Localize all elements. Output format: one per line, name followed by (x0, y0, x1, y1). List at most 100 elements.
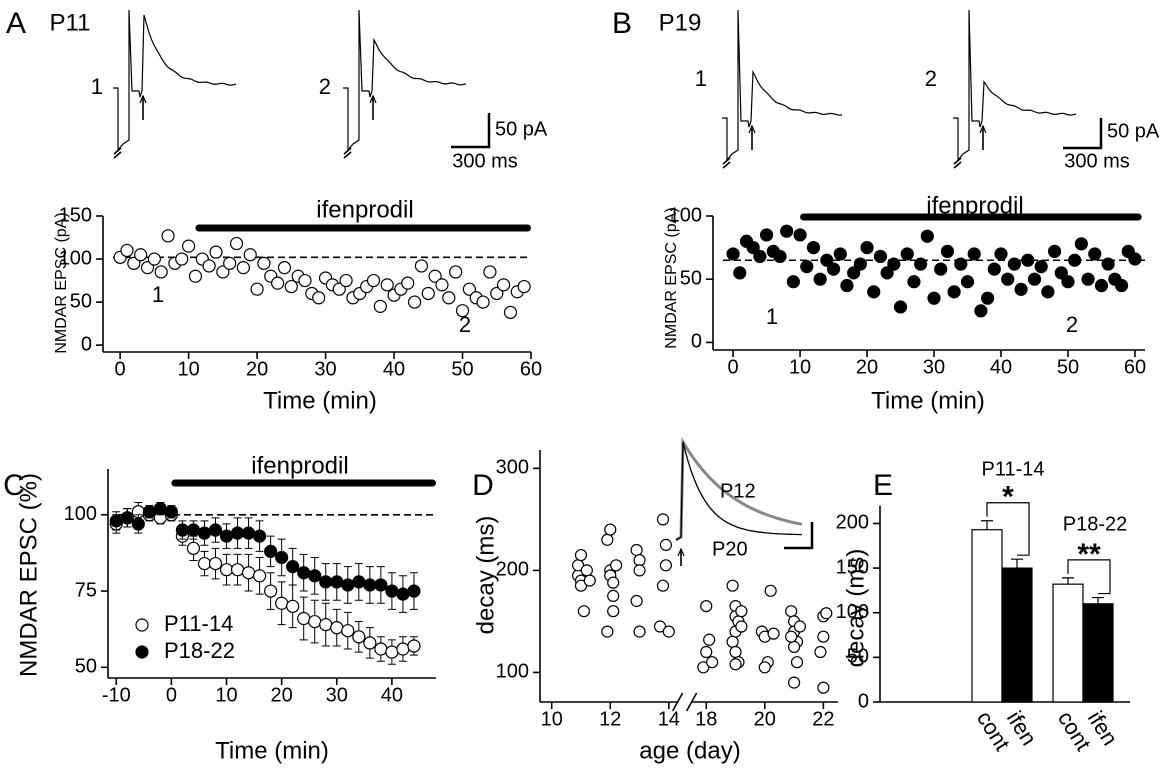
data-point (787, 676, 801, 689)
data-point (153, 502, 167, 516)
data-point (900, 247, 914, 261)
category-label: cont (1053, 706, 1096, 755)
y-axis-label: NMDAR EPSC (pA) (53, 212, 70, 353)
category-label: cont (972, 706, 1015, 755)
data-point (517, 279, 531, 294)
y-tick-label: 100 (669, 204, 702, 226)
data-point (407, 584, 421, 598)
x-tick-label: 22 (812, 708, 834, 730)
panel-title: P19 (659, 9, 702, 36)
y-tick-label: 100 (496, 661, 529, 683)
data-point (820, 253, 834, 267)
data-point (175, 523, 190, 537)
data-point (229, 236, 244, 251)
y-axis-label: decay (ms) (472, 516, 499, 635)
data-point (790, 656, 804, 669)
data-point (476, 295, 490, 309)
data-point (252, 529, 267, 543)
y-axis-label: decay (ms) (842, 549, 869, 668)
x-tick-label: 40 (990, 356, 1012, 378)
arrow-head (677, 547, 685, 557)
data-point (735, 605, 748, 618)
data-point (785, 605, 798, 618)
data-point (175, 252, 189, 266)
data-point (154, 265, 168, 279)
data-point (219, 563, 234, 577)
data-point (733, 266, 747, 280)
data-point (341, 624, 355, 638)
data-point (659, 538, 672, 551)
data-point (241, 526, 256, 540)
data-point (729, 658, 742, 671)
data-point (142, 505, 156, 519)
data-point (497, 278, 511, 292)
data-point (840, 278, 854, 293)
data-point (250, 282, 264, 296)
data-point (927, 291, 941, 305)
data-point (753, 249, 767, 264)
data-point (363, 636, 377, 650)
data-point (920, 229, 934, 243)
data-point (230, 526, 245, 540)
y-tick-label: 75 (75, 579, 97, 601)
trace (343, 9, 467, 152)
data-point (630, 594, 643, 608)
data-point (601, 533, 614, 546)
data-point (1041, 285, 1055, 299)
data-point (656, 513, 670, 526)
data-point (455, 304, 470, 318)
data-point (1081, 272, 1095, 286)
break-mark (113, 147, 122, 155)
x-tick-label: -10 (102, 684, 131, 706)
trace (722, 9, 843, 162)
x-tick-label: 20 (246, 358, 268, 380)
data-point (1114, 278, 1129, 293)
error-bar (1062, 577, 1074, 585)
panel-letter: A (6, 7, 26, 40)
y-axis-label: NMDAR EPSC (%) (15, 473, 42, 677)
y-axis-label: NMDAR EPSC (pA) (663, 207, 680, 348)
data-point (847, 266, 861, 280)
data-point (208, 556, 223, 571)
data-point (164, 505, 178, 519)
break-mark (113, 151, 122, 159)
data-point (577, 605, 591, 618)
trace (113, 9, 237, 152)
data-point (503, 305, 518, 320)
data-point (319, 575, 333, 589)
data-point (785, 630, 798, 643)
data-point (435, 278, 449, 292)
treatment-bar (195, 224, 531, 232)
data-point (401, 276, 415, 290)
data-point (826, 262, 841, 276)
data-point (352, 630, 366, 644)
data-point (601, 625, 614, 638)
data-point (216, 265, 230, 279)
x-tick-label: 10 (215, 684, 237, 706)
data-point (241, 566, 256, 580)
data-point (380, 278, 394, 292)
y-tick-label: 150 (59, 204, 92, 226)
data-point (319, 618, 333, 632)
error-bar (1092, 596, 1104, 604)
data-point (813, 272, 827, 286)
data-point (339, 273, 353, 288)
data-point (407, 639, 421, 653)
x-tick-label: 30 (923, 356, 945, 378)
y-tick-label: 50 (70, 290, 92, 312)
data-point (820, 607, 833, 620)
x-tick-label: 14 (658, 708, 680, 730)
data-point (703, 633, 716, 646)
annotation: ifenprodil (316, 196, 413, 223)
data-point (1128, 252, 1142, 266)
break-mark (343, 151, 352, 159)
data-point (1074, 237, 1088, 251)
data-point (396, 642, 410, 656)
data-point (726, 579, 739, 592)
x-tick-label: 0 (728, 356, 739, 378)
data-point (974, 304, 988, 318)
y-tick-label: 50 (847, 646, 869, 668)
data-point (580, 564, 593, 577)
x-axis-label: Time (min) (215, 737, 329, 764)
